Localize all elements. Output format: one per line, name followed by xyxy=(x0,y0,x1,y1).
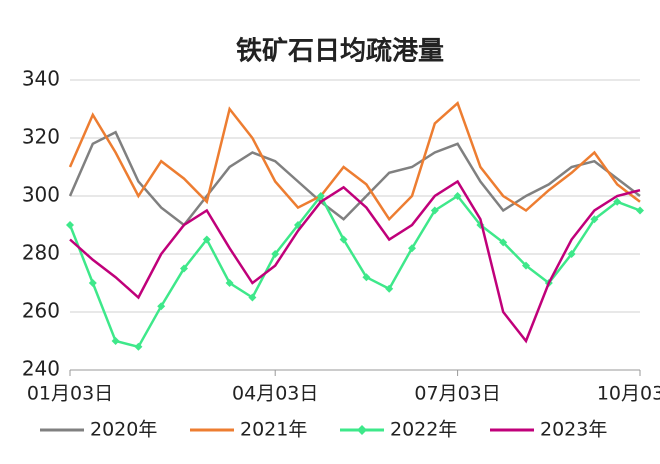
series-line xyxy=(68,101,641,222)
chart-title: 铁矿石日均疏港量 xyxy=(236,36,444,67)
series-marker xyxy=(316,192,325,200)
series-marker xyxy=(134,342,143,351)
series-marker xyxy=(66,221,74,229)
y-tick-label: 280 xyxy=(22,241,60,265)
series-marker xyxy=(636,206,644,215)
y-tick-label: 340 xyxy=(22,67,60,91)
legend-marker xyxy=(357,425,367,435)
series-marker xyxy=(385,284,394,293)
series-line xyxy=(69,179,641,344)
series-marker xyxy=(499,238,508,247)
series-marker xyxy=(430,206,439,215)
series-marker xyxy=(590,215,599,224)
y-tick-label: 240 xyxy=(22,357,60,381)
series-marker xyxy=(88,279,97,287)
series-marker xyxy=(613,197,622,206)
series-marker xyxy=(362,273,371,282)
series-marker xyxy=(522,261,530,270)
series-marker xyxy=(453,192,462,200)
legend-label: 2021年 xyxy=(240,419,307,441)
x-tick-label: 01月03日 xyxy=(27,383,113,405)
series-marker xyxy=(271,250,280,258)
legend-label: 2020年 xyxy=(90,419,157,441)
series-line xyxy=(68,130,641,227)
x-tick-label: 04月03日 xyxy=(232,383,318,405)
legend-label: 2022年 xyxy=(390,419,457,441)
series-marker xyxy=(225,279,234,287)
series-marker xyxy=(339,235,348,244)
y-tick-label: 300 xyxy=(22,183,60,207)
series-marker xyxy=(408,244,416,253)
x-tick-label: 07月03日 xyxy=(414,383,500,405)
series-line xyxy=(68,193,641,349)
series-marker xyxy=(202,235,211,244)
x-tick-label: 10月03日 xyxy=(597,383,660,405)
series-marker xyxy=(248,293,257,302)
y-tick-label: 260 xyxy=(22,299,60,323)
series-marker xyxy=(180,264,188,273)
y-tick-label: 320 xyxy=(22,125,60,149)
series-marker xyxy=(111,337,120,345)
series-marker xyxy=(567,250,576,258)
series-marker xyxy=(157,302,166,311)
legend-label: 2023年 xyxy=(540,419,607,441)
